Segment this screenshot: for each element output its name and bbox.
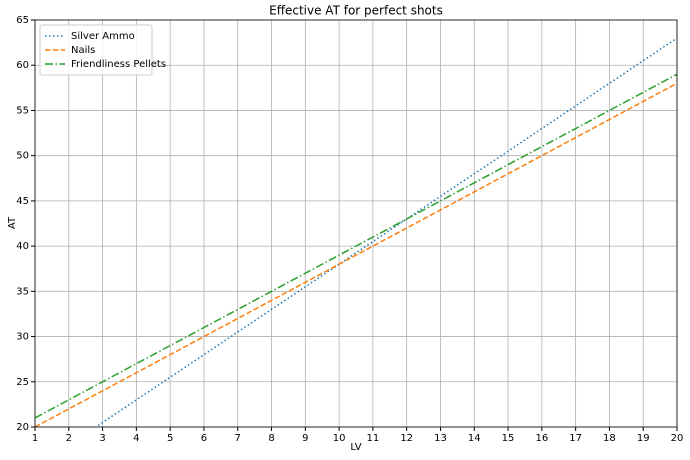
x-tick-label: 11 bbox=[367, 433, 380, 444]
x-tick-label: 8 bbox=[268, 433, 274, 444]
chart-title: Effective AT for perfect shots bbox=[269, 4, 443, 18]
data-line bbox=[35, 82, 677, 427]
y-tick-label: 25 bbox=[16, 377, 29, 388]
y-tick-label: 40 bbox=[16, 241, 29, 252]
x-tick-label: 2 bbox=[66, 433, 72, 444]
data-line bbox=[35, 73, 677, 419]
y-tick-label: 65 bbox=[16, 15, 29, 26]
data-line bbox=[94, 37, 677, 427]
x-axis-label: LV bbox=[350, 442, 361, 453]
x-tick-label: 20 bbox=[671, 433, 684, 444]
x-tick-label: 15 bbox=[502, 433, 515, 444]
x-tick-label: 6 bbox=[201, 433, 207, 444]
x-tick-label: 18 bbox=[603, 433, 616, 444]
legend-label: Silver Ammo bbox=[71, 31, 135, 42]
y-tick-label: 30 bbox=[16, 332, 29, 343]
x-tick-label: 16 bbox=[535, 433, 548, 444]
legend: Silver Ammo Nails Friendliness Pellets bbox=[39, 24, 166, 76]
x-tick-label: 13 bbox=[434, 433, 447, 444]
legend-label: Friendliness Pellets bbox=[71, 59, 166, 70]
y-axis-label: AT bbox=[7, 216, 18, 229]
x-tick-label: 12 bbox=[400, 433, 413, 444]
legend-label: Nails bbox=[71, 45, 95, 56]
plot-frame bbox=[34, 19, 678, 428]
y-tick-label: 20 bbox=[16, 422, 29, 433]
x-tick-label: 7 bbox=[235, 433, 241, 444]
x-tick-label: 17 bbox=[569, 433, 582, 444]
x-tick-label: 10 bbox=[333, 433, 346, 444]
y-tick-label: 35 bbox=[16, 286, 29, 297]
x-tick-label: 19 bbox=[637, 433, 650, 444]
x-tick-label: 3 bbox=[99, 433, 105, 444]
y-tick-label: 45 bbox=[16, 196, 29, 207]
x-tick-label: 14 bbox=[468, 433, 481, 444]
y-tick-label: 55 bbox=[16, 105, 29, 116]
y-tick-label: 60 bbox=[16, 60, 29, 71]
legend-box bbox=[39, 24, 153, 76]
x-tick-label: 5 bbox=[167, 433, 173, 444]
plot-area bbox=[35, 37, 677, 427]
y-tick-label: 50 bbox=[16, 151, 29, 162]
x-tick-label: 9 bbox=[302, 433, 308, 444]
x-tick-label: 4 bbox=[133, 433, 139, 444]
x-tick-label: 1 bbox=[32, 433, 38, 444]
